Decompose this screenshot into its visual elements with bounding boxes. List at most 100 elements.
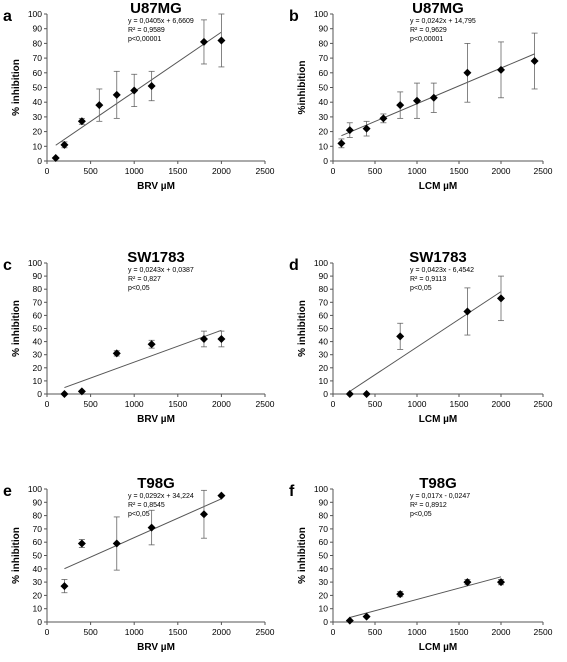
x-tick-label: 2000: [212, 399, 231, 409]
y-tick-label: 40: [33, 564, 43, 574]
data-point: [77, 539, 86, 548]
x-tick-label: 2500: [534, 166, 553, 176]
y-axis-label: % inhibition: [11, 59, 22, 116]
x-tick-label: 2500: [256, 627, 275, 637]
x-tick-label: 2500: [256, 399, 275, 409]
data-point: [217, 36, 226, 45]
x-tick-label: 500: [368, 627, 382, 637]
data-point: [199, 334, 208, 343]
x-tick-label: 1000: [125, 399, 144, 409]
y-tick-label: 80: [319, 511, 329, 521]
y-tick-label: 80: [33, 284, 43, 294]
chart-title: SW1783: [409, 249, 467, 266]
y-axis-label: % inhibition: [11, 527, 22, 584]
data-point: [362, 124, 371, 133]
x-axis-label: LCM µM: [419, 414, 458, 425]
y-tick-label: 90: [319, 497, 329, 507]
regression-annotation: y = 0,0242x + 14,795: [410, 18, 476, 25]
y-tick-label: 60: [319, 68, 329, 78]
y-tick-label: 70: [319, 297, 329, 307]
y-tick-label: 10: [33, 141, 43, 151]
data-point: [217, 491, 226, 500]
y-tick-label: 0: [37, 156, 42, 166]
y-tick-label: 40: [319, 337, 329, 347]
data-point: [530, 57, 539, 66]
trend-line: [349, 291, 502, 392]
y-tick-label: 60: [33, 537, 43, 547]
y-axis-label: % inhibition: [11, 300, 22, 357]
data-point: [112, 349, 121, 358]
y-tick-label: 80: [33, 38, 43, 48]
x-tick-label: 1500: [168, 166, 187, 176]
data-point: [147, 82, 156, 91]
y-tick-label: 90: [33, 271, 43, 281]
y-tick-label: 90: [319, 271, 329, 281]
x-axis-label: BRV µM: [137, 642, 175, 653]
x-tick-label: 1000: [408, 627, 427, 637]
x-tick-label: 1000: [408, 166, 427, 176]
x-tick-label: 500: [84, 627, 98, 637]
x-tick-label: 1500: [450, 399, 469, 409]
x-axis-label: LCM µM: [419, 181, 458, 192]
x-tick-label: 1000: [408, 399, 427, 409]
trend-line: [341, 53, 535, 137]
regression-annotation: y = 0,0243x + 0,0387: [128, 267, 194, 274]
x-tick-label: 2500: [534, 627, 553, 637]
y-tick-label: 70: [319, 524, 329, 534]
chart-title: U87MG: [412, 0, 464, 17]
y-tick-label: 30: [319, 350, 329, 360]
y-tick-label: 30: [33, 350, 43, 360]
y-tick-label: 50: [33, 83, 43, 93]
y-tick-label: 20: [319, 127, 329, 137]
x-tick-label: 1500: [450, 627, 469, 637]
data-point: [362, 612, 371, 621]
y-tick-label: 20: [319, 363, 329, 373]
data-point: [345, 616, 354, 625]
y-tick-label: 80: [319, 38, 329, 48]
panel-letter: f: [289, 483, 295, 500]
y-tick-label: 20: [33, 590, 43, 600]
chart-title: T98G: [137, 475, 175, 492]
regression-annotation: R² = 0,9589: [128, 27, 165, 34]
x-tick-label: 0: [331, 166, 336, 176]
y-tick-label: 60: [33, 310, 43, 320]
y-axis-label: %inhibition: [297, 61, 308, 115]
x-tick-label: 0: [45, 166, 50, 176]
data-point: [497, 578, 505, 587]
x-axis-label: BRV µM: [137, 181, 175, 192]
y-tick-label: 60: [319, 310, 329, 320]
regression-annotation: R² = 0,827: [128, 276, 161, 283]
y-tick-label: 0: [323, 617, 328, 627]
y-tick-label: 50: [33, 324, 43, 334]
y-tick-label: 50: [319, 83, 329, 93]
data-point: [60, 582, 69, 591]
y-tick-label: 0: [323, 389, 328, 399]
y-tick-label: 30: [319, 577, 329, 587]
y-tick-label: 100: [28, 9, 42, 19]
panel-letter: a: [3, 8, 12, 25]
x-tick-label: 0: [331, 627, 336, 637]
x-tick-label: 1500: [168, 627, 187, 637]
regression-annotation: p<0,05: [128, 285, 150, 292]
panel-letter: d: [289, 257, 299, 274]
chart-title: SW1783: [127, 249, 185, 266]
data-point: [429, 93, 438, 102]
regression-annotation: R² = 0,9629: [410, 27, 447, 34]
y-tick-label: 100: [314, 258, 328, 268]
regression-annotation: p<0,00001: [128, 36, 161, 43]
x-axis-label: LCM µM: [419, 642, 458, 653]
x-tick-label: 0: [331, 399, 336, 409]
y-tick-label: 100: [28, 484, 42, 494]
y-tick-label: 40: [319, 97, 329, 107]
data-point: [199, 37, 208, 46]
data-point: [112, 539, 121, 548]
x-tick-label: 0: [45, 399, 50, 409]
x-tick-label: 2500: [256, 166, 275, 176]
y-tick-label: 20: [33, 127, 43, 137]
y-tick-label: 10: [319, 141, 329, 151]
y-tick-label: 10: [319, 604, 329, 614]
data-point: [345, 390, 354, 398]
